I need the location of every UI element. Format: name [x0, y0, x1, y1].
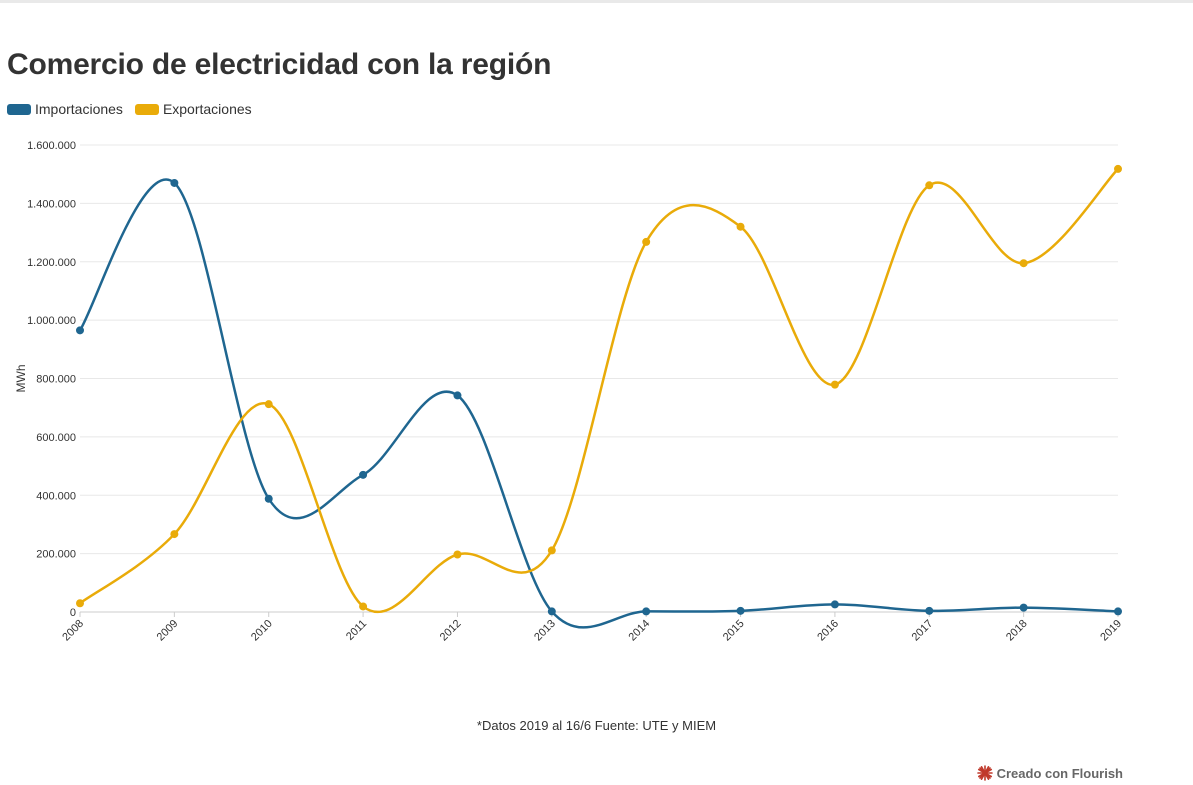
- data-point-exportaciones: [170, 530, 179, 539]
- x-tick-label: 2011: [344, 618, 369, 643]
- data-point-exportaciones: [1019, 259, 1028, 268]
- y-tick-label: 600.000: [36, 432, 76, 444]
- data-point-exportaciones: [264, 400, 273, 409]
- data-point-exportaciones: [453, 550, 462, 559]
- y-tick-label: 400.000: [36, 490, 76, 502]
- x-tick-label: 2016: [815, 618, 841, 644]
- legend-swatch-importaciones: [7, 103, 31, 115]
- data-point-importaciones: [76, 326, 84, 335]
- y-tick-label: 800.000: [36, 374, 76, 386]
- y-tick-label: 0: [70, 607, 76, 619]
- legend-swatch-exportaciones: [134, 103, 159, 115]
- x-tick-label: 2008: [60, 618, 86, 644]
- data-point-importaciones: [264, 494, 273, 503]
- legend-item-exportaciones[interactable]: Exportaciones: [134, 101, 252, 117]
- x-tick-label: 2019: [1098, 618, 1124, 644]
- y-tick-label: 1.200.000: [27, 257, 76, 269]
- data-point-importaciones: [359, 470, 368, 479]
- data-point-exportaciones: [925, 181, 934, 190]
- chart-title: Comercio de electricidad con la región: [7, 48, 552, 81]
- y-axis-title: MWh: [14, 365, 28, 393]
- x-tick-label: 2015: [721, 618, 747, 644]
- x-tick-label: 2017: [910, 618, 936, 644]
- x-tick-label: 2014: [627, 618, 653, 644]
- x-tick-label: 2009: [155, 618, 181, 644]
- data-point-importaciones: [642, 607, 651, 616]
- y-tick-label: 1.600.000: [27, 140, 76, 152]
- top-border: [0, 0, 1193, 3]
- data-point-exportaciones: [359, 602, 368, 611]
- legend-item-importaciones[interactable]: Importaciones: [7, 101, 123, 117]
- legend-label-exportaciones: Exportaciones: [162, 101, 252, 117]
- data-point-exportaciones: [736, 222, 745, 231]
- line-chart: 0 200.000 400.000 600.000 800.000 1.000.000 1.…: [14, 140, 1124, 644]
- y-tick-label: 200.000: [36, 549, 76, 561]
- data-point-importaciones: [547, 607, 556, 616]
- data-point-importaciones: [1019, 603, 1028, 612]
- data-point-exportaciones: [547, 546, 556, 555]
- source-note: *Datos 2019 al 16/6 Fuente: UTE y MIEM: [476, 718, 717, 733]
- data-point-importaciones: [1114, 607, 1122, 616]
- legend: Importaciones Exportaciones: [7, 99, 264, 119]
- x-tick-label: 2012: [438, 618, 464, 644]
- data-point-importaciones: [736, 606, 745, 615]
- legend-label-importaciones: Importaciones: [35, 101, 123, 117]
- x-tick-label: 2010: [249, 618, 275, 644]
- flourish-credit[interactable]: Creado con Flourish: [976, 765, 1123, 781]
- x-tick-label: 2018: [1004, 618, 1030, 644]
- data-point-exportaciones: [642, 237, 651, 246]
- data-point-importaciones: [830, 600, 839, 609]
- flourish-logo-icon: [976, 765, 993, 781]
- data-point-importaciones: [925, 606, 934, 615]
- series-line-importaciones: [78, 178, 1120, 629]
- data-point-exportaciones: [76, 599, 84, 608]
- x-tick-label: 2013: [532, 618, 558, 644]
- y-tick-label: 1.400.000: [27, 198, 76, 210]
- data-point-exportaciones: [1114, 164, 1122, 173]
- data-point-importaciones: [453, 391, 462, 400]
- y-tick-label: 1.000.000: [27, 315, 76, 327]
- data-point-exportaciones: [830, 380, 839, 389]
- credit-label: Creado con Flourish: [996, 765, 1123, 781]
- data-point-importaciones: [170, 178, 179, 187]
